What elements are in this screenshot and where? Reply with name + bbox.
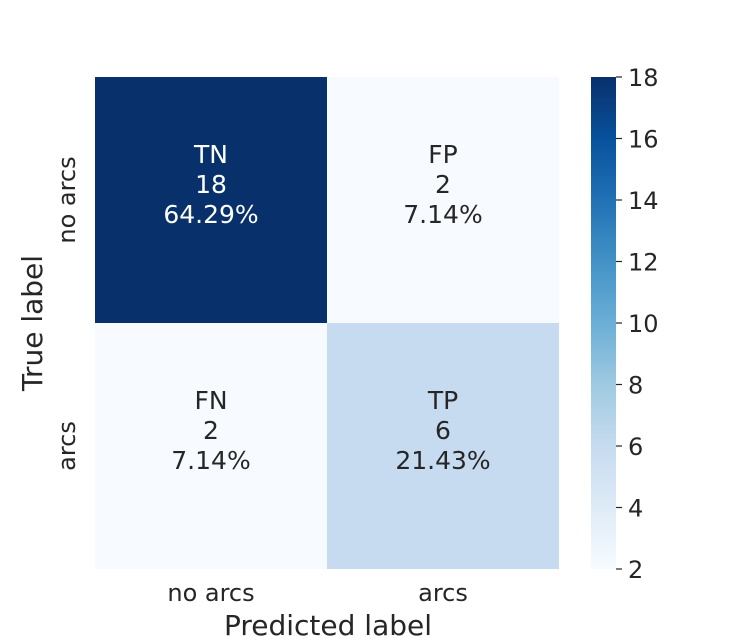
x-axis-title: Predicted label: [224, 609, 432, 639]
x-tick-label: no arcs: [167, 579, 254, 607]
colorbar-tick-label: 14: [628, 187, 659, 215]
heatmap-cell-0-0: [95, 77, 327, 323]
colorbar-tick-label: 6: [628, 433, 643, 461]
colorbar-tick-label: 2: [628, 556, 643, 584]
colorbar: [591, 77, 616, 569]
colorbar-tick-label: 18: [628, 64, 659, 92]
y-tick-label: no arcs: [53, 156, 81, 243]
cell-label-percent: 64.29%: [163, 200, 258, 229]
cell-label-name: TP: [427, 386, 458, 415]
cell-label-percent: 7.14%: [403, 200, 482, 229]
cell-label-name: TN: [193, 140, 228, 169]
colorbar-tick-label: 10: [628, 310, 659, 338]
heatmap-cell-1-1: [327, 323, 559, 569]
cell-label-count: 6: [435, 416, 451, 445]
y-tick-label: arcs: [53, 421, 81, 471]
heatmap-cells: [95, 77, 559, 569]
y-axis-title: True label: [16, 255, 49, 392]
y-axis-ticks: no arcs arcs: [53, 156, 81, 471]
cell-label-name: FN: [194, 386, 227, 415]
cell-label-percent: 7.14%: [171, 446, 250, 475]
cell-label-count: 2: [203, 416, 219, 445]
heatmap-cell-1-0: [95, 323, 327, 569]
colorbar-tick-label: 16: [628, 126, 659, 154]
cell-label-name: FP: [428, 140, 457, 169]
colorbar-tick-label: 12: [628, 249, 659, 277]
cell-label-count: 2: [435, 170, 451, 199]
x-axis-ticks: no arcs arcs: [167, 579, 468, 607]
cell-label-count: 18: [195, 170, 227, 199]
x-tick-label: arcs: [418, 579, 468, 607]
cell-label-percent: 21.43%: [395, 446, 490, 475]
colorbar-tick-label: 4: [628, 495, 643, 523]
heatmap-cell-0-1: [327, 77, 559, 323]
colorbar-tick-label: 8: [628, 372, 643, 400]
colorbar-ticks: 2 4 6 8 10 12 14 16 18: [616, 64, 659, 584]
